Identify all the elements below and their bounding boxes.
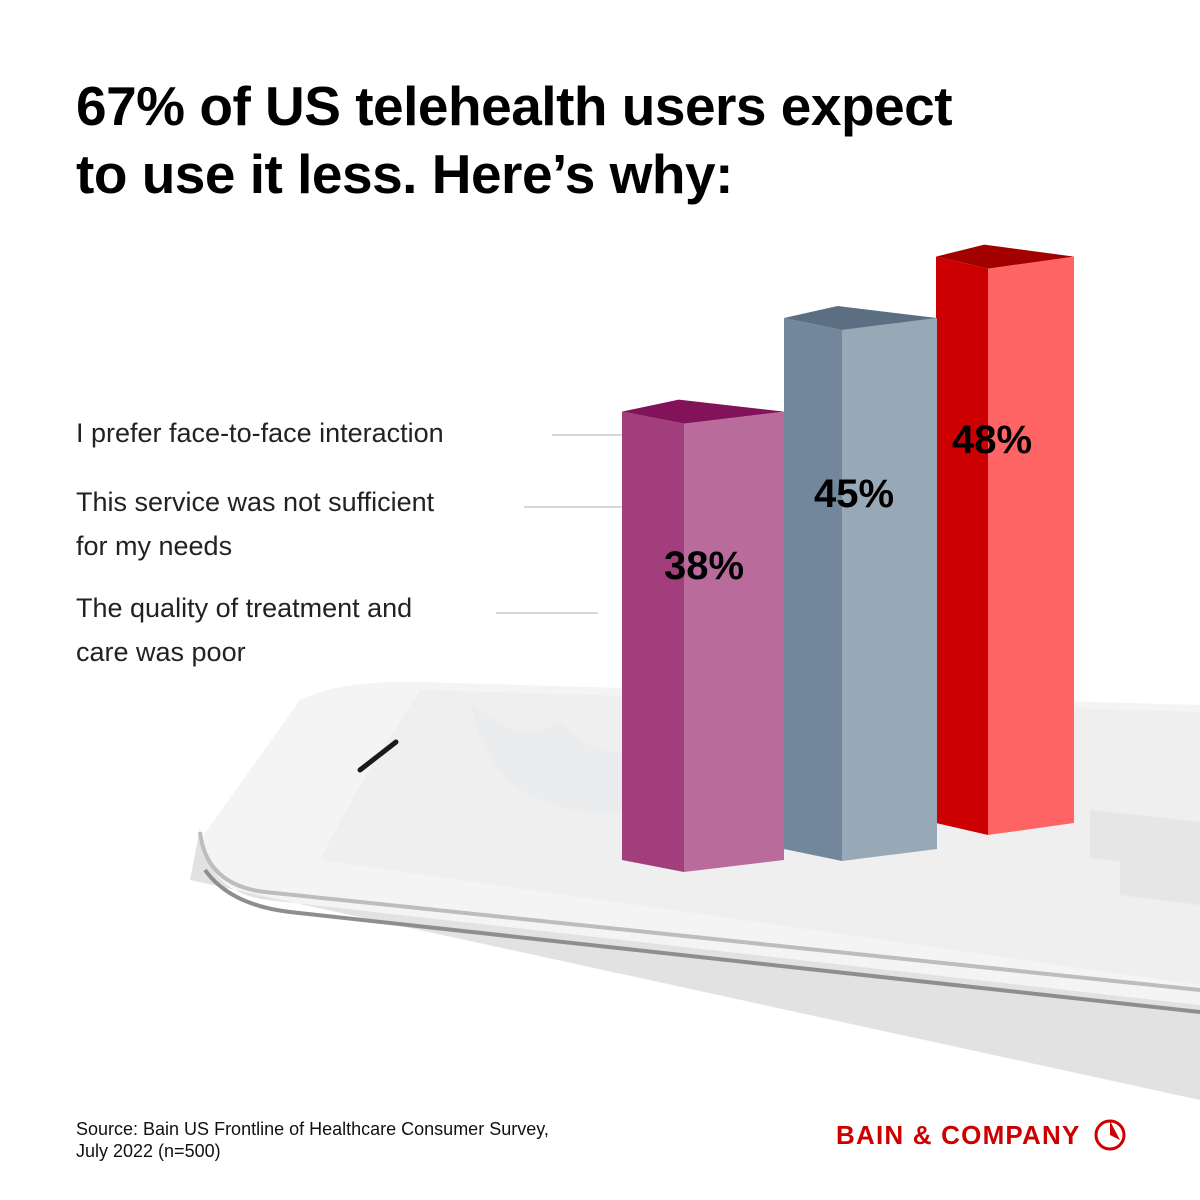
category-label-not-sufficient: This service was not sufficient for my n… <box>76 487 435 561</box>
category-label-face-to-face: I prefer face-to-face interaction <box>76 418 444 448</box>
bar-face-to-face-top <box>936 244 1074 269</box>
bar-not-sufficient-top <box>784 306 937 330</box>
page-title: 67% of US telehealth users expect to use… <box>76 72 1156 208</box>
bain-logo: BAIN & COMPANY <box>836 1117 1127 1153</box>
data-label-not-sufficient: 45% <box>813 472 895 516</box>
bar-not-sufficient-front <box>842 318 937 861</box>
bar-quality-poor-top <box>622 399 784 424</box>
data-label-face-to-face: 48% <box>951 418 1033 462</box>
category-label-quality-poor: The quality of treatment and care was po… <box>76 593 413 667</box>
bar-face-to-face-side <box>936 256 988 836</box>
bar-quality-poor-side <box>622 411 684 872</box>
bar-group <box>622 244 1074 872</box>
title-line-2: to use it less. Here’s why: <box>76 143 733 205</box>
source-note: Source: Bain US Frontline of Healthcare … <box>76 1119 549 1161</box>
compass-icon <box>1094 1119 1126 1151</box>
bar-not-sufficient-side <box>784 318 842 861</box>
tablet-speaker-icon <box>357 739 399 773</box>
bar-face-to-face-front <box>988 256 1074 836</box>
data-label-quality-poor: 38% <box>663 544 745 588</box>
logo-text: BAIN & COMPANY <box>836 1119 1081 1150</box>
title-line-1: 67% of US telehealth users expect <box>76 75 953 137</box>
bar-quality-poor-front <box>684 411 784 872</box>
